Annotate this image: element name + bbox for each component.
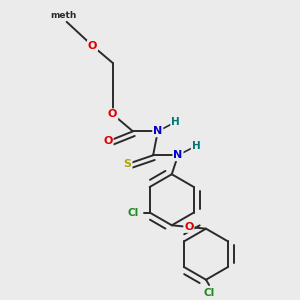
Text: O: O bbox=[184, 222, 194, 232]
Text: S: S bbox=[124, 159, 132, 169]
Text: N: N bbox=[153, 126, 162, 136]
Text: O: O bbox=[88, 41, 97, 51]
Text: O: O bbox=[103, 136, 113, 146]
Text: Cl: Cl bbox=[203, 288, 215, 298]
Text: Cl: Cl bbox=[128, 208, 139, 218]
Text: H: H bbox=[192, 141, 200, 151]
Text: meth: meth bbox=[50, 11, 77, 20]
Text: H: H bbox=[171, 117, 180, 127]
Text: N: N bbox=[173, 150, 183, 160]
Text: O: O bbox=[108, 109, 117, 119]
